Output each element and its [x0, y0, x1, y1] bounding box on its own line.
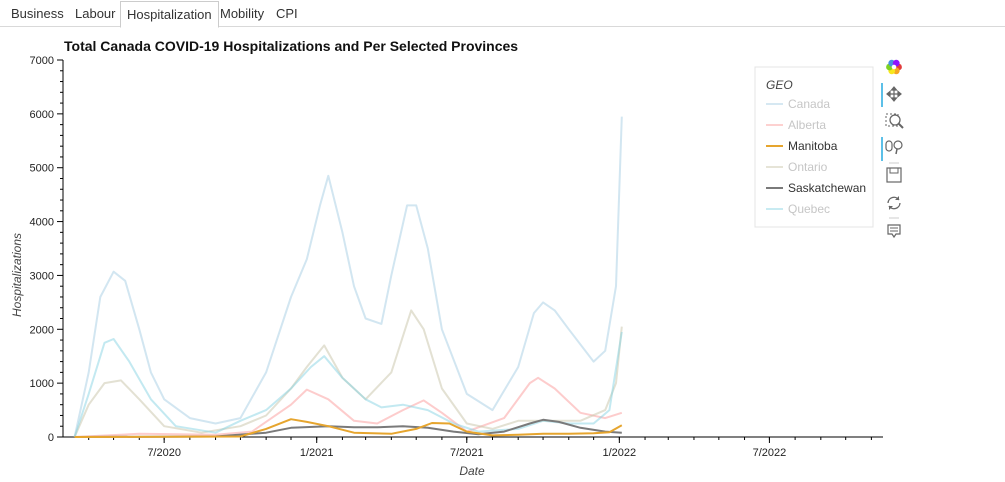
series-line-saskatchewan: [74, 418, 622, 438]
chart-toolbar: [881, 59, 904, 239]
y-tick-label: 3000: [30, 270, 54, 282]
hover-icon[interactable]: [887, 224, 901, 239]
y-tick-label: 7000: [30, 55, 54, 67]
legend-item-quebec[interactable]: Quebec: [788, 202, 830, 216]
x-tick-label: 7/2022: [753, 447, 787, 459]
x-axis-label: Date: [459, 464, 485, 478]
wheel-zoom-icon[interactable]: [885, 140, 903, 155]
y-tick-label: 2000: [30, 324, 54, 336]
tab-business[interactable]: Business: [11, 6, 64, 21]
box-zoom-icon[interactable]: [885, 113, 904, 129]
pan-icon[interactable]: [886, 86, 902, 102]
y-tick-label: 4000: [30, 217, 54, 229]
series-line-alberta: [74, 376, 623, 438]
series-line-quebec: [73, 331, 623, 438]
x-tick-label: 1/2022: [603, 447, 637, 459]
y-tick-label: 6000: [30, 109, 54, 121]
reset-icon[interactable]: [887, 196, 901, 210]
y-axis-label: Hospitalizations: [10, 233, 24, 317]
series-line-manitoba: [74, 418, 623, 438]
y-tick-label: 0: [48, 432, 54, 444]
y-tick-label: 5000: [30, 163, 54, 175]
series-line-canada: [73, 116, 623, 438]
x-tick-label: 1/2021: [300, 447, 334, 459]
series-line-ontario: [73, 309, 623, 438]
x-tick-label: 7/2021: [450, 447, 484, 459]
tab-cpi[interactable]: CPI: [276, 6, 298, 21]
legend-item-saskatchewan[interactable]: Saskatchewan: [788, 181, 866, 195]
legend-item-alberta[interactable]: Alberta: [788, 118, 826, 132]
legend-item-canada[interactable]: Canada: [788, 97, 830, 111]
bokeh-logo-icon[interactable]: [886, 59, 902, 75]
save-icon[interactable]: [886, 167, 902, 183]
tab-labour[interactable]: Labour: [75, 6, 116, 21]
hospitalization-chart: Total Canada COVID-19 Hospitalizations a…: [10, 38, 904, 478]
tab-hospitalization[interactable]: Hospitalization: [120, 1, 219, 28]
chart-title: Total Canada COVID-19 Hospitalizations a…: [64, 38, 518, 54]
y-tick-label: 1000: [30, 378, 54, 390]
legend-title: GEO: [766, 78, 793, 92]
legend-item-ontario[interactable]: Ontario: [788, 160, 828, 174]
legend-item-manitoba[interactable]: Manitoba: [788, 139, 838, 153]
tab-bar: Business Labour Hospitalization Mobility…: [0, 0, 1005, 28]
legend[interactable]: GEO Canada Alberta Manitoba Ontario Saskatche…: [754, 66, 874, 228]
tab-mobility[interactable]: Mobility: [220, 6, 265, 21]
x-tick-label: 7/2020: [147, 447, 181, 459]
